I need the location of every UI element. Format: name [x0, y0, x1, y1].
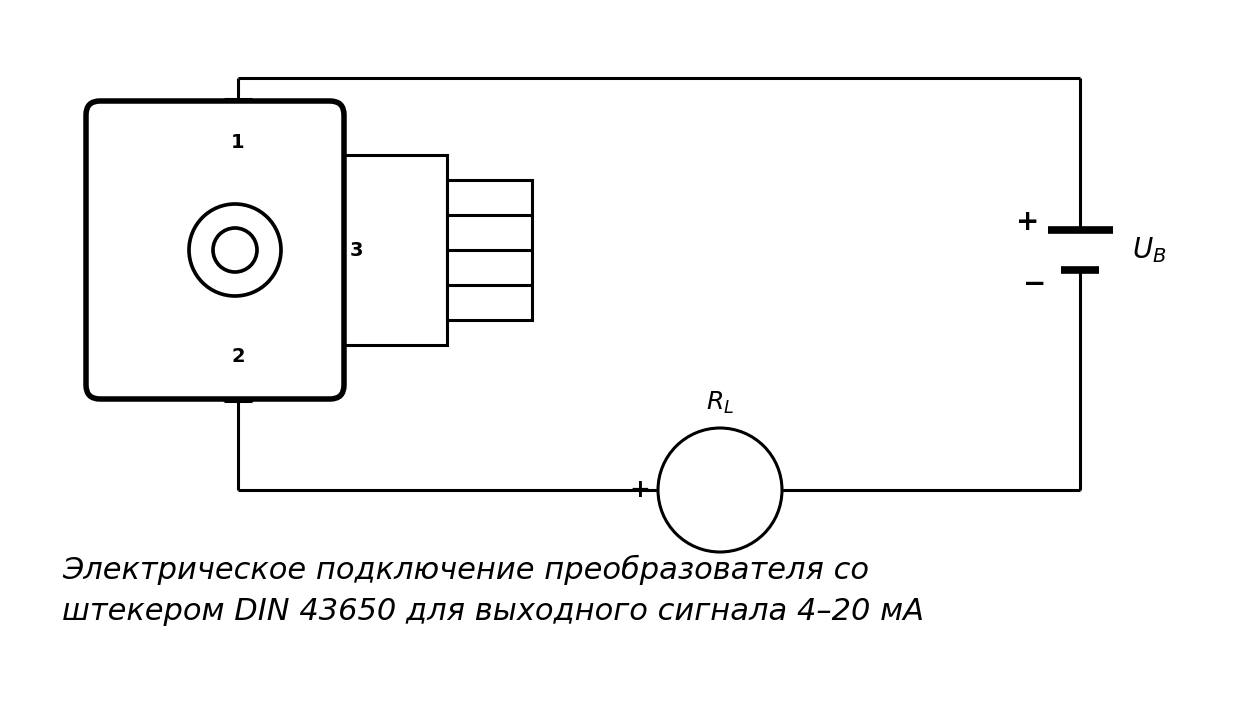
Circle shape: [658, 428, 782, 552]
Bar: [332, 155, 447, 345]
Text: $U_B$: $U_B$: [1132, 235, 1167, 265]
FancyBboxPatch shape: [87, 101, 344, 399]
Circle shape: [213, 228, 257, 272]
Text: −: −: [1023, 270, 1047, 298]
Text: 3: 3: [350, 240, 363, 259]
Circle shape: [189, 204, 281, 296]
Text: 2: 2: [231, 348, 245, 366]
Text: $R_L$: $R_L$: [706, 390, 734, 416]
Text: +: +: [1016, 208, 1039, 236]
Text: 1: 1: [231, 133, 245, 153]
Text: −: −: [790, 478, 811, 502]
Text: +: +: [629, 478, 650, 502]
Text: Электрическое подключение преобразователя со
штекером DIN 43650 для выходного си: Электрическое подключение преобразовател…: [62, 555, 925, 626]
Bar: [447, 180, 531, 320]
